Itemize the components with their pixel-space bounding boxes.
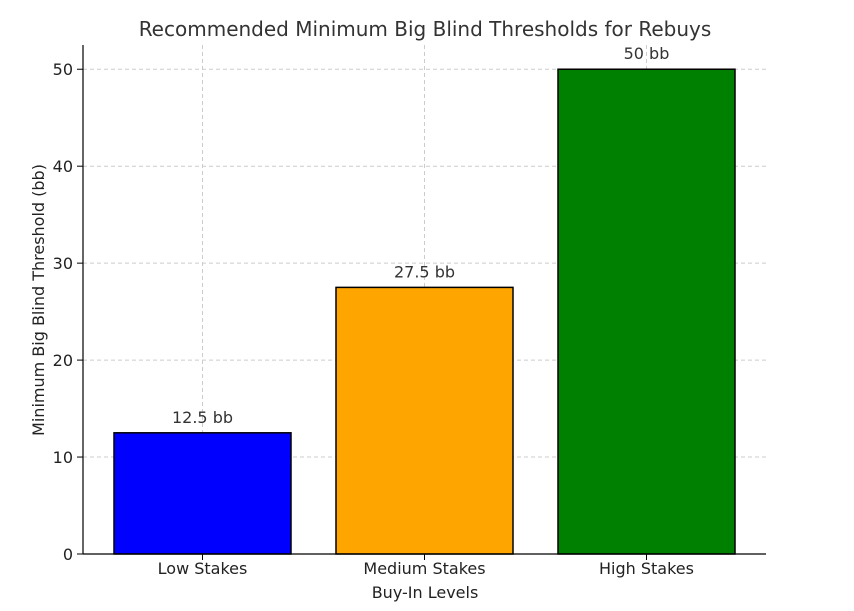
x-tick-label: High Stakes bbox=[599, 559, 694, 578]
x-axis-label: Buy-In Levels bbox=[372, 583, 479, 602]
bar bbox=[113, 432, 292, 555]
y-axis-ticks: 0 10 20 30 40 50 bbox=[53, 60, 83, 564]
data-label: 12.5 bb bbox=[172, 408, 233, 427]
bar bbox=[557, 68, 736, 555]
y-tick-label: 30 bbox=[53, 254, 73, 273]
data-label: 50 bb bbox=[624, 44, 670, 63]
y-tick-label: 20 bbox=[53, 351, 73, 370]
bar bbox=[335, 286, 514, 555]
data-labels: 12.5 bb 27.5 bb 50 bb bbox=[172, 44, 669, 427]
y-tick-label: 10 bbox=[53, 448, 73, 467]
x-tick-label: Medium Stakes bbox=[363, 559, 485, 578]
y-tick-label: 50 bbox=[53, 60, 73, 79]
x-axis-ticks: Low Stakes Medium Stakes High Stakes bbox=[158, 554, 694, 578]
y-tick-label: 0 bbox=[63, 545, 73, 564]
y-tick-label: 40 bbox=[53, 157, 73, 176]
data-label: 27.5 bb bbox=[394, 262, 455, 281]
y-axis-label: Minimum Big Blind Threshold (bb) bbox=[29, 164, 48, 436]
chart-title: Recommended Minimum Big Blind Thresholds… bbox=[139, 17, 712, 41]
x-tick-label: Low Stakes bbox=[158, 559, 248, 578]
bars bbox=[113, 68, 736, 555]
